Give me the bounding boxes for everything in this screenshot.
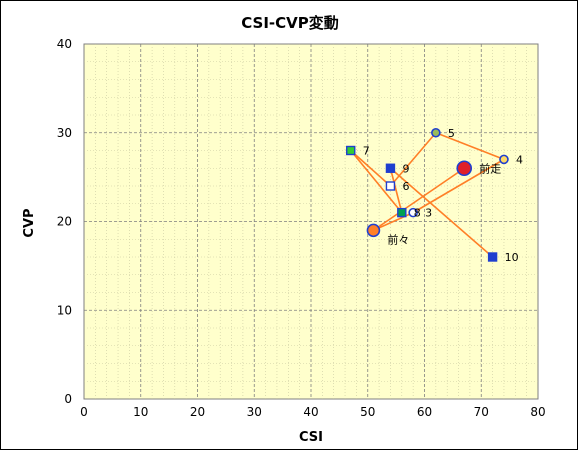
data-point-9 bbox=[385, 163, 396, 173]
point-label-10: 10 bbox=[505, 251, 519, 264]
chart-title: CSI-CVP変動 bbox=[241, 14, 339, 32]
connector-segment bbox=[412, 158, 505, 214]
data-point-前走 bbox=[456, 160, 473, 177]
data-point-10 bbox=[487, 252, 498, 262]
data-point-3 bbox=[408, 207, 418, 218]
x-tick-label: 60 bbox=[417, 405, 432, 419]
data-point-前々 bbox=[366, 223, 381, 238]
x-tick-label: 70 bbox=[474, 405, 489, 419]
connector-segment bbox=[373, 211, 414, 232]
x-axis-label: CSI bbox=[299, 430, 323, 445]
y-tick-label: 10 bbox=[57, 303, 72, 317]
x-tick-label: 50 bbox=[360, 405, 375, 419]
x-tick-label: 30 bbox=[247, 405, 262, 419]
data-points bbox=[346, 127, 509, 262]
data-point-6 bbox=[385, 181, 396, 191]
x-tick-label: 10 bbox=[133, 405, 148, 419]
y-tick-label: 20 bbox=[57, 215, 72, 229]
point-label-前々: 前々 bbox=[387, 232, 409, 246]
x-tick-label: 20 bbox=[190, 405, 205, 419]
connector-segment bbox=[389, 167, 494, 258]
tick-labels: 0 10 20 30 40 50 60 70 80 0 10 20 30 40 bbox=[57, 37, 546, 419]
point-label-6: 6 bbox=[402, 180, 409, 193]
connector-segment bbox=[389, 168, 403, 213]
connector-segment bbox=[372, 167, 465, 232]
point-label-4: 4 bbox=[516, 153, 523, 166]
data-point-7 bbox=[346, 145, 356, 156]
y-tick-label: 0 bbox=[64, 392, 72, 406]
x-tick-label: 40 bbox=[303, 405, 318, 419]
point-label-7: 7 bbox=[363, 145, 370, 158]
point-label-3: 3 bbox=[425, 207, 432, 220]
connector-lines bbox=[350, 132, 505, 258]
data-point-4 bbox=[499, 154, 509, 165]
point-label-8: 8 bbox=[414, 207, 421, 220]
y-tick-label: 30 bbox=[57, 126, 72, 140]
x-tick-label: 0 bbox=[80, 405, 88, 419]
x-tick-label: 80 bbox=[530, 405, 545, 419]
y-axis-label: CVP bbox=[22, 208, 37, 237]
connector-segment bbox=[435, 132, 505, 161]
point-label-前走: 前走 bbox=[479, 161, 501, 175]
connector-segment bbox=[389, 132, 437, 187]
y-tick-label: 40 bbox=[57, 37, 72, 51]
connector-segment bbox=[350, 149, 391, 187]
grid-lines bbox=[84, 44, 538, 399]
point-label-5: 5 bbox=[448, 127, 455, 140]
connector-segment bbox=[350, 149, 403, 214]
data-point-8 bbox=[397, 207, 407, 218]
point-labels: 前々 3 4 5 6 7 8 9 10 前走 bbox=[363, 127, 523, 264]
data-point-5 bbox=[431, 127, 441, 138]
point-label-9: 9 bbox=[402, 162, 409, 175]
